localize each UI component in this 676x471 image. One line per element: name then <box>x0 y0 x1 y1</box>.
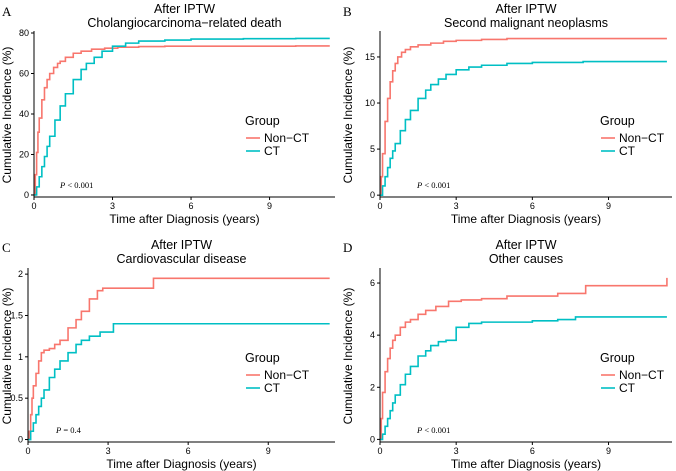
x-tick-label: 6 <box>530 201 535 211</box>
y-tick-label: 0 <box>370 434 375 444</box>
y-axis-label: Cumulative Incidence (%) <box>0 47 14 184</box>
y-tick-label: 40 <box>19 109 29 119</box>
y-tick-label: 1.5 <box>10 310 23 320</box>
legend-label-ct: CT <box>264 381 281 395</box>
series-line-non-ct <box>380 37 667 196</box>
x-tick-label: 9 <box>266 446 271 456</box>
y-tick-label: 15 <box>365 52 375 62</box>
p-value: P = 0.4 <box>55 425 82 435</box>
y-tick-label: 4 <box>370 330 375 340</box>
panel-letter: A <box>2 4 12 19</box>
x-tick-label: 6 <box>530 446 535 456</box>
p-value-symbol: P <box>55 425 61 435</box>
y-tick-label: 5 <box>370 144 375 154</box>
x-tick-label: 6 <box>189 201 194 211</box>
p-value-text: < 0.001 <box>65 180 93 190</box>
legend-label-non-ct: Non−CT <box>264 131 310 145</box>
y-axis-label: Cumulative Incidence (%) <box>0 288 14 425</box>
legend-label-non-ct: Non−CT <box>619 131 665 145</box>
legend-label-non-ct: Non−CT <box>264 368 310 382</box>
x-tick-label: 9 <box>606 446 611 456</box>
y-tick-label: 60 <box>19 68 29 78</box>
chart-title: After IPTW <box>495 238 556 252</box>
y-tick-label: 80 <box>19 28 29 38</box>
p-value-text: < 0.001 <box>422 425 450 435</box>
legend-title: Group <box>600 114 635 128</box>
x-tick-label: 6 <box>186 446 191 456</box>
y-tick-label: 0 <box>370 190 375 200</box>
x-tick-label: 0 <box>31 201 36 211</box>
legend-label-ct: CT <box>619 144 636 158</box>
y-tick-label: 0 <box>24 190 29 200</box>
y-tick-label: 1 <box>18 352 23 362</box>
series-line-non-ct <box>380 277 668 441</box>
legend-label-ct: CT <box>264 144 281 158</box>
panel-letter: D <box>343 240 352 255</box>
x-tick-label: 9 <box>606 201 611 211</box>
x-tick-label: 3 <box>106 446 111 456</box>
y-tick-label: 2 <box>18 269 23 279</box>
chart-subtitle: Other causes <box>489 252 563 266</box>
legend-title: Group <box>245 351 280 365</box>
x-tick-label: 9 <box>267 201 272 211</box>
x-tick-label: 0 <box>377 446 382 456</box>
y-tick-label: 0 <box>18 435 23 445</box>
x-axis-label: Time after Diagnosis (years) <box>109 212 259 226</box>
p-value-symbol: P <box>59 180 65 190</box>
series-line-ct <box>380 316 667 441</box>
x-axis-label: Time after Diagnosis (years) <box>106 457 256 471</box>
series-line-ct <box>34 37 330 196</box>
p-value-symbol: P <box>416 425 422 435</box>
legend-title: Group <box>245 114 280 128</box>
chart-subtitle: Cardiovascular disease <box>117 252 247 266</box>
x-tick-label: 0 <box>25 446 30 456</box>
panel-letter: C <box>2 240 11 255</box>
y-tick-label: 6 <box>370 278 375 288</box>
series-line-ct <box>28 322 330 441</box>
chart-title: After IPTW <box>495 2 556 16</box>
p-value: P < 0.001 <box>416 425 450 435</box>
chart-subtitle: Second malignant neoplasms <box>444 16 608 30</box>
p-value: P < 0.001 <box>416 180 450 190</box>
series-line-non-ct <box>28 277 330 441</box>
x-tick-label: 3 <box>454 201 459 211</box>
chart-subtitle: Cholangiocarcinoma−related death <box>87 16 281 30</box>
series-line-non-ct <box>34 45 330 196</box>
y-axis-label: Cumulative Incidence (%) <box>341 47 355 184</box>
p-value: P < 0.001 <box>59 180 93 190</box>
legend-label-non-ct: Non−CT <box>619 368 665 382</box>
y-tick-label: 10 <box>365 98 375 108</box>
y-tick-label: 0.5 <box>10 393 23 403</box>
x-axis-label: Time after Diagnosis (years) <box>451 457 601 471</box>
p-value-text: = 0.4 <box>61 425 81 435</box>
x-tick-label: 3 <box>110 201 115 211</box>
series-line-ct <box>380 60 667 196</box>
panel-letter: B <box>343 4 352 19</box>
p-value-text: < 0.001 <box>422 180 450 190</box>
chart-title: After IPTW <box>154 2 215 16</box>
legend-label-ct: CT <box>619 381 636 395</box>
x-tick-label: 3 <box>454 446 459 456</box>
y-axis-label: Cumulative Incidence (%) <box>341 288 355 425</box>
y-tick-label: 20 <box>19 149 29 159</box>
legend-title: Group <box>600 351 635 365</box>
x-axis-label: Time after Diagnosis (years) <box>451 212 601 226</box>
y-tick-label: 2 <box>370 382 375 392</box>
p-value-symbol: P <box>416 180 422 190</box>
x-tick-label: 0 <box>377 201 382 211</box>
chart-title: After IPTW <box>151 238 212 252</box>
